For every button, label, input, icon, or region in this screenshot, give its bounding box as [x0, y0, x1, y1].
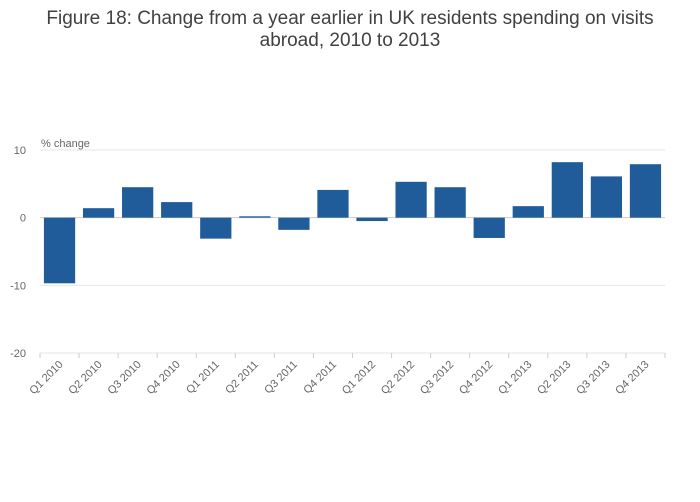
bar[interactable] — [356, 217, 388, 222]
x-tick-label: Q3 2010 — [105, 359, 143, 397]
bar[interactable] — [512, 206, 544, 218]
y-tick-label: 0 — [20, 213, 26, 225]
y-axis-ticks: 10 0 -10 -20 — [10, 145, 26, 360]
bar[interactable] — [200, 217, 232, 239]
bar[interactable] — [395, 181, 427, 218]
bars — [43, 162, 662, 284]
chart-title: Figure 18: Change from a year earlier in… — [0, 8, 700, 52]
x-tick-label: Q4 2012 — [457, 359, 495, 397]
x-axis-ticks: Q1 2010 Q2 2010 Q3 2010 Q4 2010 Q1 2011 Q2 20… — [27, 353, 666, 397]
bar[interactable] — [122, 187, 154, 218]
bar[interactable] — [161, 202, 193, 218]
bar[interactable] — [278, 217, 310, 230]
chart-title-line-1: Figure 18: Change from a year earlier in… — [46, 8, 654, 29]
bar[interactable] — [551, 162, 583, 218]
y-axis-label: % change — [41, 138, 90, 150]
chart-title-line-2: abroad, 2010 to 2013 — [259, 30, 441, 51]
gridlines — [40, 149, 665, 354]
x-tick-label: Q2 2010 — [66, 359, 104, 397]
bar[interactable] — [434, 187, 466, 218]
bar[interactable] — [317, 189, 349, 218]
bar[interactable] — [82, 208, 115, 218]
bar[interactable] — [629, 164, 662, 218]
x-tick-label: Q1 2011 — [184, 359, 222, 397]
x-tick-label: Q4 2013 — [613, 359, 651, 397]
x-tick-label: Q1 2012 — [340, 359, 378, 397]
x-tick-label: Q3 2012 — [418, 359, 456, 397]
x-tick-label: Q1 2010 — [27, 359, 65, 397]
bar[interactable] — [43, 217, 76, 284]
bar[interactable] — [239, 216, 271, 218]
y-tick-label: -10 — [10, 280, 26, 292]
x-tick-label: Q2 2013 — [535, 359, 573, 397]
y-tick-label: 10 — [14, 145, 26, 157]
bar[interactable] — [590, 176, 623, 218]
x-tick-label: Q3 2011 — [262, 359, 300, 397]
x-tick-label: Q1 2013 — [496, 359, 534, 397]
x-tick-label: Q2 2012 — [379, 359, 417, 397]
x-tick-label: Q4 2011 — [301, 359, 339, 397]
x-tick-label: Q2 2011 — [223, 359, 261, 397]
bar[interactable] — [473, 217, 505, 238]
x-tick-label: Q4 2010 — [145, 359, 183, 397]
y-tick-label: -20 — [10, 348, 26, 360]
x-tick-label: Q3 2013 — [574, 359, 612, 397]
